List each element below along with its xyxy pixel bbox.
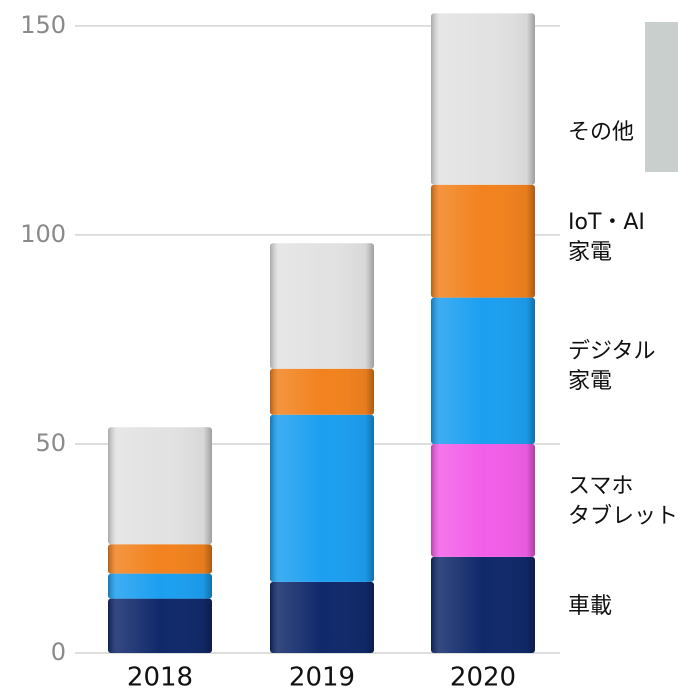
bar-shade <box>431 443 535 557</box>
y-tick-label: 0 <box>51 638 66 666</box>
legend-label: 家電 <box>568 369 612 394</box>
y-tick-label: 50 <box>35 429 66 457</box>
x-tick-label: 2020 <box>450 663 516 693</box>
legend-label: スマホ <box>568 474 633 499</box>
legend-label: 家電 <box>568 240 612 265</box>
bar-shade <box>108 427 212 545</box>
x-tick-label: 2018 <box>127 663 193 693</box>
y-tick-label: 150 <box>20 11 66 39</box>
bar-shade <box>108 573 212 599</box>
bar-shade <box>431 13 535 185</box>
legend-label: 車載 <box>568 594 612 619</box>
bar-shade <box>270 414 374 582</box>
bar-shade <box>431 184 535 298</box>
photo <box>645 22 678 172</box>
bar-shade <box>108 544 212 574</box>
legend-label: IoT・AI <box>568 210 645 235</box>
bar-shade <box>431 297 535 444</box>
bar-shade <box>270 368 374 415</box>
bar-shade <box>270 581 374 653</box>
legend-label: デジタル <box>568 339 656 364</box>
bar-shade <box>270 243 374 369</box>
x-tick-label: 2019 <box>289 663 355 693</box>
y-tick-label: 100 <box>20 220 66 248</box>
legend-label: その他 <box>568 120 634 145</box>
bar-shade <box>108 598 212 653</box>
legend-label: タブレット <box>568 504 678 529</box>
bar-shade <box>431 556 535 653</box>
